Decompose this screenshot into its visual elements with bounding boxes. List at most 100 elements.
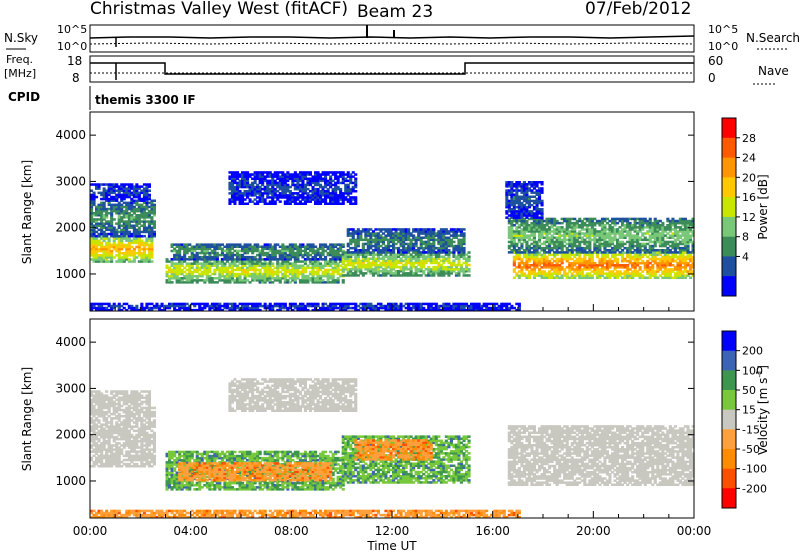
echo-cell: [205, 247, 209, 251]
echo-cell: [314, 192, 318, 195]
echo-cell: [288, 281, 292, 284]
echo-cell: [122, 187, 126, 190]
echo-cell: [296, 255, 300, 259]
echo-cell: [283, 194, 287, 197]
echo-cell: [678, 264, 682, 267]
echo-cell: [371, 259, 375, 263]
echo-cell: [580, 232, 584, 235]
echo-cell: [379, 240, 383, 244]
echo-cell: [543, 240, 547, 244]
echo-cell: [578, 232, 582, 235]
echo-cell: [643, 217, 647, 221]
echo-cell: [173, 247, 177, 251]
echo-cell: [308, 258, 312, 261]
echo-cell: [253, 192, 257, 195]
echo-cell: [311, 255, 315, 259]
echo-cell: [467, 255, 471, 258]
echo-cell: [334, 281, 338, 284]
echo-cell: [105, 195, 109, 199]
echo-cell: [273, 194, 277, 197]
echo-cell: [334, 183, 338, 187]
echo-cell: [298, 177, 302, 180]
echo-cell: [329, 196, 333, 199]
echo-cell: [135, 191, 139, 195]
echo-cell: [225, 274, 229, 278]
echo-cell: [100, 218, 104, 221]
echo-cell: [545, 230, 549, 233]
echo-cell: [140, 191, 144, 195]
echo-cell: [248, 262, 252, 265]
echo-cell: [525, 242, 529, 246]
echo-cell: [666, 268, 670, 271]
echo-cell: [653, 274, 657, 277]
echo-cell: [97, 224, 101, 227]
echo-cell: [238, 249, 242, 253]
echo-cell: [188, 279, 192, 282]
echo-cell: [641, 219, 645, 223]
echo-cell: [678, 274, 682, 277]
echo-cell: [449, 240, 453, 244]
echo-cell: [263, 200, 267, 203]
echo-cell: [621, 240, 625, 244]
echo-cell: [585, 253, 589, 257]
echo-cell: [230, 262, 234, 265]
echo-cell: [238, 181, 242, 185]
echo-cell: [550, 257, 554, 261]
echo-cell: [152, 234, 156, 238]
echo-cell: [120, 185, 124, 188]
echo-cell: [580, 257, 584, 261]
echo-cell: [449, 272, 453, 275]
echo-cell: [658, 234, 662, 237]
echo-cell: [429, 238, 433, 242]
echo-cell: [422, 272, 426, 275]
echo-cell: [558, 266, 562, 269]
echo-cell: [402, 268, 406, 271]
echo-cell: [122, 205, 126, 209]
echo-cell: [336, 264, 340, 267]
echo-cell: [686, 253, 690, 257]
echo-cell: [314, 255, 318, 259]
echo-cell: [286, 247, 290, 251]
echo-cell: [110, 195, 114, 199]
echo-cell: [286, 274, 290, 278]
echo-cell: [437, 249, 441, 252]
echo-cell: [656, 240, 660, 244]
echo-cell: [220, 272, 224, 276]
echo-cell: [457, 242, 461, 246]
echo-cell: [140, 216, 144, 219]
echo-cell: [651, 249, 655, 252]
echo-cell: [638, 272, 642, 275]
echo-cell: [243, 175, 247, 178]
echo-cell: [142, 189, 146, 192]
echo-cell: [253, 247, 257, 251]
echo-cell: [130, 191, 134, 195]
echo-cell: [251, 266, 255, 270]
echo-cell: [150, 254, 154, 257]
echo-cell: [641, 249, 645, 252]
echo-cell: [324, 264, 328, 267]
echo-cell: [550, 234, 554, 237]
echo-cell: [636, 240, 640, 244]
echo-cell: [334, 192, 338, 195]
echo-cell: [273, 183, 277, 187]
echo-cell: [168, 274, 172, 278]
echo-cell: [225, 255, 229, 259]
echo-cell: [548, 244, 552, 248]
echo-cell: [183, 260, 187, 263]
echo-cell: [414, 251, 418, 254]
echo-cell: [565, 228, 569, 231]
echo-cell: [241, 260, 245, 263]
echo-cell: [389, 234, 393, 237]
echo-cell: [595, 276, 599, 279]
echo-cell: [137, 243, 141, 247]
echo-cell: [147, 224, 151, 227]
echo-cell: [522, 249, 526, 252]
echo-cell: [210, 279, 214, 282]
echo-cell: [590, 255, 594, 259]
echo-cell: [97, 234, 101, 238]
echo-cell: [311, 251, 315, 255]
echo-cell: [452, 268, 456, 271]
echo-cell: [311, 187, 315, 191]
echo-cell: [452, 249, 456, 252]
echo-cell: [346, 185, 350, 189]
